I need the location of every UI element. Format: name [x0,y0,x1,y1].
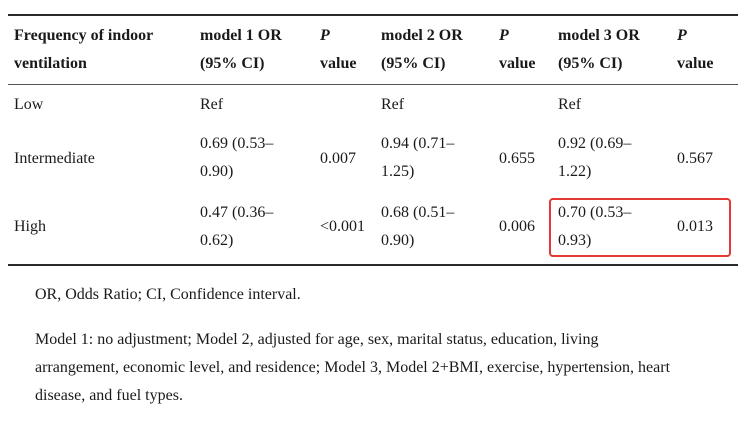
header-p-value-2: P value [499,27,536,72]
row-low-model2: Ref [381,96,405,113]
row-intermediate-model3: 0.92 (0.69– 1.22) [558,135,632,180]
row-high-model3: 0.70 (0.53– 0.93) [558,204,632,249]
header-model2-or: model 2 OR (95% CI) [381,27,463,72]
row-low-label: Low [14,96,44,113]
row-intermediate-p2: 0.655 [499,150,535,167]
row-intermediate-model1: 0.69 (0.53– 0.90) [200,135,274,180]
row-low-model3: Ref [558,96,582,113]
row-high-p3: 0.013 [677,218,713,235]
row-high-label: High [14,218,46,235]
row-high-p1: <0.001 [320,218,366,235]
table-bottom-rule [8,264,738,266]
abbreviation-note: OR, Odds Ratio; CI, Confidence interval. [35,286,301,303]
row-intermediate-p3: 0.567 [677,150,713,167]
row-low-model1: Ref [200,96,224,113]
row-high-p2: 0.006 [499,218,535,235]
row-high-model2: 0.68 (0.51– 0.90) [381,204,455,249]
model-description-note: Model 1: no adjustment; Model 2, adjuste… [35,331,671,404]
table-header-rule [8,84,738,85]
header-frequency: Frequency of indoor ventilation [14,27,154,72]
header-model3-or: model 3 OR (95% CI) [558,27,640,72]
row-high-model1: 0.47 (0.36– 0.62) [200,204,274,249]
header-model1-or: model 1 OR (95% CI) [200,27,282,72]
row-intermediate-model2: 0.94 (0.71– 1.25) [381,135,455,180]
row-intermediate-label: Intermediate [14,150,95,167]
header-p-value-3: P value [677,27,714,72]
highlight-box [549,198,731,257]
row-intermediate-p1: 0.007 [320,150,356,167]
header-p-value-1: P value [320,27,357,72]
table-top-rule [8,14,738,16]
